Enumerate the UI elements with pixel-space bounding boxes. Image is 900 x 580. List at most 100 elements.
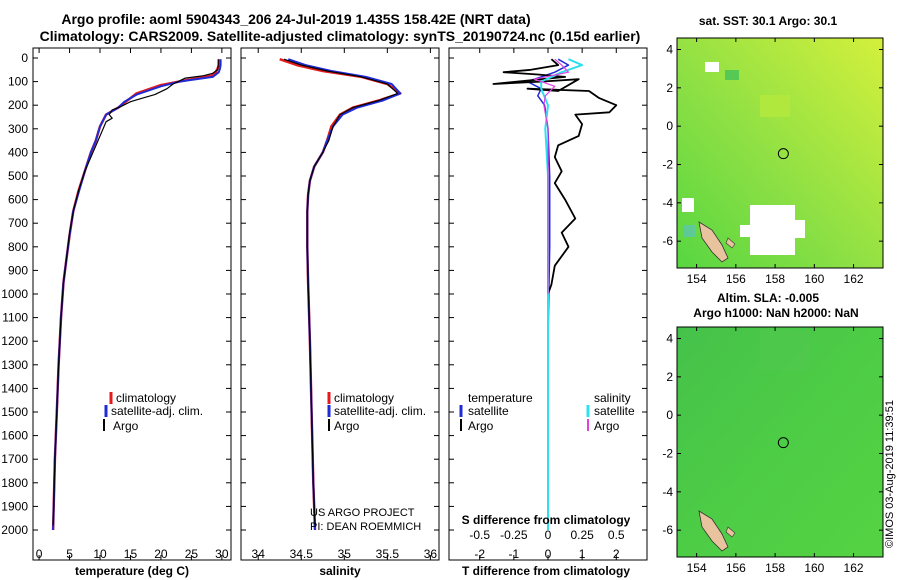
argo-position-marker [777,148,789,160]
x-tick-label: -2 [474,547,485,561]
legend-title-salinity: salinity [594,391,631,405]
map-y-tick-label: -2 [662,447,673,461]
x-tick-label: 30 [215,547,229,561]
depth-tick-label: 1600 [1,429,28,443]
sst-missing [750,205,795,255]
depth-tick-label: 1500 [1,405,28,419]
depth-tick-label: 700 [8,216,28,230]
map-x-tick-label: 154 [687,272,707,286]
legend-label-s-argo: Argo [594,419,620,433]
series-line-argo [283,58,399,526]
x-tick-label: 35.5 [376,547,400,561]
depth-tick-label: 300 [8,122,28,136]
sst-map-field [677,38,883,268]
legend-label-s-satellite: satellite [594,404,635,418]
legend-title-temperature: temperature [468,391,533,405]
sst-patch [760,95,790,117]
x-tick-top-label: 0 [545,528,552,542]
temperature-panel-frame [32,47,232,561]
x-tick-label: 10 [93,547,107,561]
pi-note: PI: DEAN ROEMMICH [310,521,421,533]
map-x-tick-label: 162 [844,272,864,286]
sla-land [725,526,736,538]
legend-label-t-argo: Argo [468,419,494,433]
figure-title-line1: Argo profile: aoml 5904343_206 24-Jul-20… [61,11,530,27]
sst-land [698,221,729,263]
sla-map-title-line2: Argo h1000: NaN h2000: NaN [693,306,858,320]
x-tick-top-label: -0.5 [469,528,490,542]
series-line-t-satellite [526,58,570,530]
x-tick-top-label: 0.25 [570,528,594,542]
series-line-t-argo [492,58,618,295]
salinity-panel-frame [240,47,440,561]
map-y-tick-label: 0 [666,408,673,422]
imos-timestamp: ©IMOS 03-Aug-2019 11:39:51 [884,400,896,548]
salinity-x-label: salinity [319,564,361,578]
series-line-satellite-adj-clim- [52,59,222,531]
depth-tick-label: 100 [8,75,28,89]
sst-missing [682,198,694,212]
x-tick-label: 2 [613,547,620,561]
map-y-tick-label: -4 [662,485,673,499]
x-tick-label: 35 [338,547,352,561]
depth-tick-label: 0 [21,51,28,65]
depth-tick-label: 500 [8,169,28,183]
map-y-tick-label: -6 [662,234,673,248]
legend-label-argo-sal: Argo [334,419,360,433]
x-tick-label: 36 [424,547,438,561]
sst-missing [795,220,805,238]
map-x-tick-label: 160 [804,561,824,575]
x-tick-label: -1 [509,547,520,561]
map-y-tick-label: 2 [666,81,673,95]
x-tick-label: 0 [36,547,43,561]
series-line-s-argo [533,58,570,294]
x-tick-label: 20 [154,547,168,561]
depth-tick-label: 2000 [1,523,28,537]
sst-patch [683,225,695,237]
s-difference-x-label: S difference from climatology [462,513,631,527]
map-y-tick-label: -4 [662,196,673,210]
map-x-tick-label: 160 [804,272,824,286]
sst-map-axes: 154 156 158 160 162 4 2 0 -2 -4 -6 [662,38,883,286]
depth-tick-label: 1200 [1,334,28,348]
depth-tick-label: 1100 [2,311,28,325]
temperature-panel: 0 5 10 15 20 25 30 [33,48,231,561]
depth-tick-label: 800 [8,240,28,254]
x-tick-label: 1 [579,547,586,561]
depth-tick-label: 1900 [1,499,28,513]
project-note: US ARGO PROJECT [310,507,415,519]
temperature-legend: climatology satellite-adj. clim. Argo [103,391,203,433]
difference-legend: temperature satellite Argo salinity sate… [459,391,635,433]
sla-patch [760,330,810,370]
map-y-tick-label: -6 [662,523,673,537]
map-x-tick-label: 158 [765,561,785,575]
map-y-tick-label: 0 [666,119,673,133]
sst-patch [725,70,739,80]
map-x-tick-label: 162 [844,561,864,575]
difference-panel: -2 -1 0 1 2 -0.5 -0.25 0 0.25 0.5 [449,48,647,561]
sla-land [698,510,729,552]
x-tick-top-label: -0.25 [500,528,528,542]
legend-label-t-satellite: satellite [468,404,509,418]
x-tick-label: 34.5 [290,547,314,561]
sla-map-field [677,327,883,557]
figure-title-line2: Climatology: CARS2009. Satellite-adjuste… [40,28,641,44]
depth-axis: 0 100 200 300 400 500 600 700 800 900 1000 1100 1200… [1,51,28,537]
legend-label-climatology: climatology [116,391,176,405]
depth-tick-label: 1700 [1,452,28,466]
sst-map-title: sat. SST: 30.1 Argo: 30.1 [699,14,838,28]
legend-label-climatology-sal: climatology [334,391,394,405]
sst-missing [705,62,719,72]
depth-tick-label: 400 [8,145,28,159]
map-y-tick-label: 4 [666,43,673,57]
map-y-tick-label: 4 [666,332,673,346]
series-line-climatology [51,59,221,531]
legend-label-argo: Argo [113,419,139,433]
depth-tick-label: 1300 [1,358,28,372]
map-y-tick-label: -2 [662,158,673,172]
sst-map-frame [676,37,884,269]
salinity-legend: climatology satellite-adj. clim. Argo [327,391,426,433]
salinity-panel: 34 34.5 35 35.5 36 [241,48,439,561]
temperature-x-label: temperature (deg C) [75,564,189,578]
sla-map-title-line1: Altim. SLA: -0.005 [717,291,819,305]
